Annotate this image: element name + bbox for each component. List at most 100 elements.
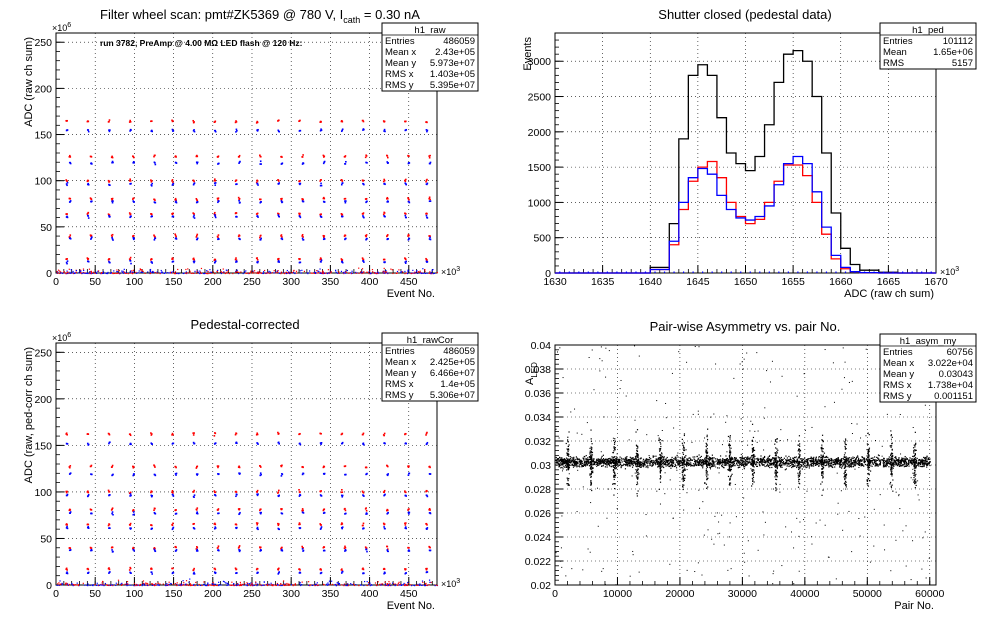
data-point (293, 269, 295, 272)
data-point (367, 582, 370, 584)
data-point (383, 434, 385, 437)
data-point (365, 548, 368, 551)
data-point (362, 120, 365, 123)
baseline-marker (787, 271, 789, 273)
data-point (135, 271, 137, 273)
data-point (809, 459, 812, 462)
data-point (921, 465, 923, 468)
data-point (343, 583, 346, 585)
data-point (108, 180, 111, 183)
data-point (701, 464, 703, 467)
data-point (260, 549, 262, 552)
data-point (277, 495, 280, 498)
data-point (167, 584, 169, 587)
data-point (574, 459, 576, 462)
data-point (149, 268, 152, 271)
data-point (87, 527, 90, 529)
data-point (216, 197, 219, 200)
data-point (259, 511, 262, 514)
data-point (906, 465, 908, 467)
data-point (161, 271, 163, 273)
data-point (269, 584, 271, 586)
baseline-marker (682, 271, 685, 273)
data-point (898, 458, 900, 460)
data-point (299, 569, 301, 571)
data-point (374, 582, 377, 584)
data-point (220, 272, 223, 275)
data-point (405, 433, 407, 435)
data-point (898, 457, 900, 459)
data-point (741, 455, 743, 457)
data-point (341, 491, 344, 493)
data-point (111, 197, 114, 200)
data-point (150, 495, 153, 498)
baseline-marker (854, 271, 856, 273)
data-point (172, 181, 174, 184)
data-point (281, 197, 283, 200)
data-point (382, 180, 385, 183)
data-point (132, 465, 135, 468)
data-point (883, 459, 885, 462)
data-point (657, 460, 659, 463)
data-point (153, 465, 156, 467)
data-point (345, 271, 347, 273)
data-point (142, 580, 145, 582)
data-point (259, 472, 262, 474)
histogram-series-3 (555, 155, 936, 274)
data-point (580, 463, 582, 466)
data-point (386, 545, 389, 548)
data-point (377, 581, 379, 583)
data-point (238, 154, 241, 157)
data-point (622, 458, 624, 460)
data-point (387, 584, 389, 587)
data-point (385, 269, 387, 272)
data-point (846, 465, 848, 468)
data-point (822, 463, 825, 465)
data-point (648, 461, 650, 463)
data-point (383, 432, 386, 435)
data-point (877, 457, 879, 459)
data-point (887, 462, 889, 465)
data-point (906, 458, 908, 461)
data-point (877, 465, 879, 467)
data-point (273, 584, 276, 586)
data-point (66, 571, 68, 574)
data-point (278, 261, 281, 263)
data-point (172, 571, 175, 574)
data-point (777, 461, 779, 463)
data-point (214, 129, 217, 132)
data-point (136, 584, 138, 586)
data-point (407, 198, 410, 200)
data-point (248, 272, 251, 274)
data-point (580, 463, 582, 465)
data-point (857, 460, 859, 462)
data-point (345, 549, 347, 552)
data-point (69, 472, 72, 474)
data-point (654, 462, 656, 464)
data-point (576, 457, 578, 459)
data-point (171, 528, 174, 531)
baseline-marker (883, 271, 885, 273)
data-point (373, 271, 375, 274)
data-point (277, 260, 280, 263)
data-point (861, 463, 863, 465)
data-point (69, 466, 71, 469)
data-point (856, 456, 858, 458)
data-point (873, 459, 876, 462)
data-point (384, 271, 387, 273)
data-point (257, 216, 259, 218)
data-point (420, 272, 423, 275)
data-point (574, 465, 576, 467)
data-point (279, 272, 281, 274)
data-point (112, 513, 114, 516)
data-point (111, 236, 113, 238)
data-point (153, 547, 156, 549)
data-point (189, 584, 192, 586)
data-point (362, 524, 364, 527)
data-point (679, 460, 681, 463)
data-point (152, 271, 154, 273)
data-point (341, 568, 343, 570)
data-point (112, 272, 114, 275)
data-point (436, 584, 438, 587)
data-point (259, 163, 262, 165)
